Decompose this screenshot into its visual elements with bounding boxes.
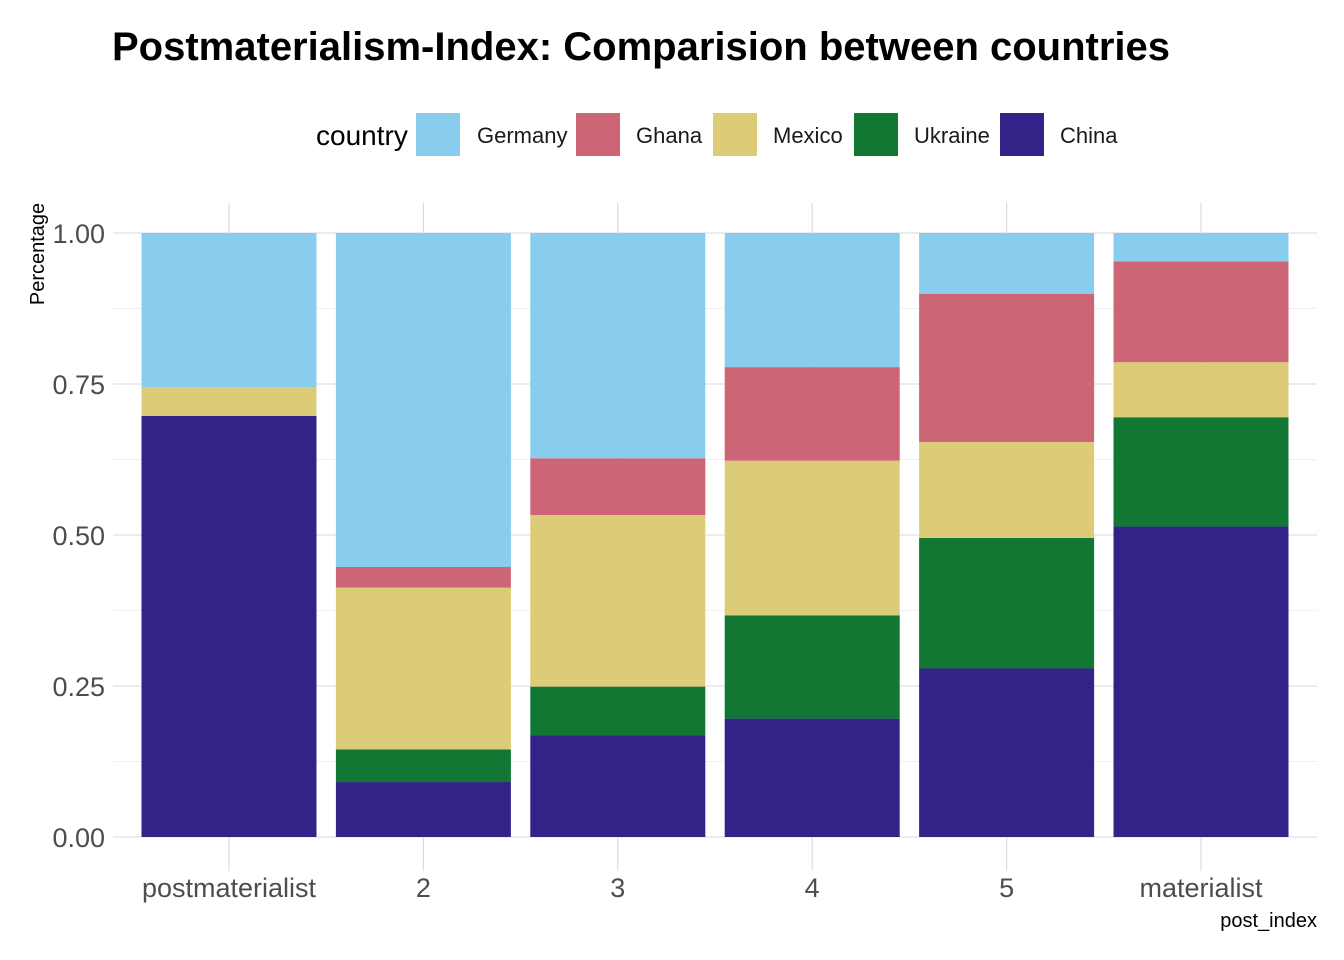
legend-label-ukraine: Ukraine [914, 123, 990, 148]
bar-group-2 [335, 233, 511, 837]
bar-segment-china-4 [724, 718, 900, 837]
x-tick-label: 2 [416, 873, 431, 903]
bar-segment-germany-postmaterialist [141, 233, 317, 388]
bar-segment-ghana-materialist [1113, 261, 1289, 363]
y-tick-label: 0.25 [52, 672, 105, 702]
x-axis-title: post_index [1220, 910, 1317, 932]
bar-segment-china-2 [335, 782, 511, 837]
bar-segment-germany-4 [724, 233, 900, 368]
bar-segment-mexico-materialist [1113, 362, 1289, 418]
bar-group-4 [724, 233, 900, 837]
bar-segment-mexico-3 [530, 515, 706, 687]
bar-segment-china-5 [919, 668, 1095, 837]
y-tick-label: 0.50 [52, 521, 105, 551]
bar-segment-mexico-5 [919, 441, 1095, 539]
bar-segment-ghana-4 [724, 367, 900, 461]
y-tick-label: 0.75 [52, 370, 105, 400]
legend-key-ukraine [854, 113, 898, 156]
legend-label-mexico: Mexico [773, 123, 843, 148]
bar-segment-ukraine-materialist [1113, 417, 1289, 527]
legend-key-ghana [576, 113, 620, 156]
bar-group-5 [919, 233, 1095, 837]
x-tick-label: postmaterialist [142, 873, 317, 903]
x-tick-label: 3 [610, 873, 625, 903]
x-tick-label: 4 [805, 873, 820, 903]
bar-group-postmaterialist [141, 233, 317, 837]
legend-label-china: China [1060, 123, 1118, 148]
y-tick-label: 0.00 [52, 823, 105, 853]
bar-segment-mexico-postmaterialist [141, 387, 317, 417]
legend-label-germany: Germany [477, 123, 567, 148]
bar-segment-ukraine-5 [919, 538, 1095, 669]
bar-segment-ghana-5 [919, 294, 1095, 442]
bar-segment-germany-materialist [1113, 233, 1289, 262]
x-tick-label: materialist [1139, 873, 1263, 903]
y-axis-title: Percentage [27, 203, 49, 305]
bar-segment-china-3 [530, 735, 706, 837]
bar-segment-mexico-2 [335, 587, 511, 750]
bar-segment-ukraine-4 [724, 615, 900, 719]
legend-key-mexico [713, 113, 757, 156]
legend-label-ghana: Ghana [636, 123, 703, 148]
bar-segment-germany-5 [919, 233, 1095, 295]
bar-segment-ghana-3 [530, 458, 706, 516]
legend: country Germany Ghana Mexico Ukraine China [316, 113, 1118, 156]
bar-segment-germany-3 [530, 233, 706, 459]
bar-segment-germany-2 [335, 233, 511, 568]
legend-key-china [1000, 113, 1044, 156]
bar-group-materialist [1113, 233, 1289, 837]
bar-segment-ghana-2 [335, 567, 511, 588]
bar-segment-mexico-4 [724, 460, 900, 616]
bar-segment-ukraine-3 [530, 686, 706, 736]
bar-group-3 [530, 233, 706, 837]
bar-segment-ukraine-2 [335, 749, 511, 783]
legend-key-germany [416, 113, 460, 156]
y-axis: 0.00 0.25 0.50 0.75 1.00 [52, 219, 105, 853]
x-axis: postmaterialist 2 3 4 5 materialist [142, 866, 1263, 903]
chart-title: Postmaterialism-Index: Comparision betwe… [112, 25, 1170, 69]
bar-segment-china-materialist [1113, 526, 1289, 837]
legend-title: country [316, 120, 408, 151]
x-tick-label: 5 [999, 873, 1014, 903]
bars [141, 233, 1289, 837]
bar-segment-china-postmaterialist [141, 416, 317, 837]
y-tick-label: 1.00 [52, 219, 105, 249]
